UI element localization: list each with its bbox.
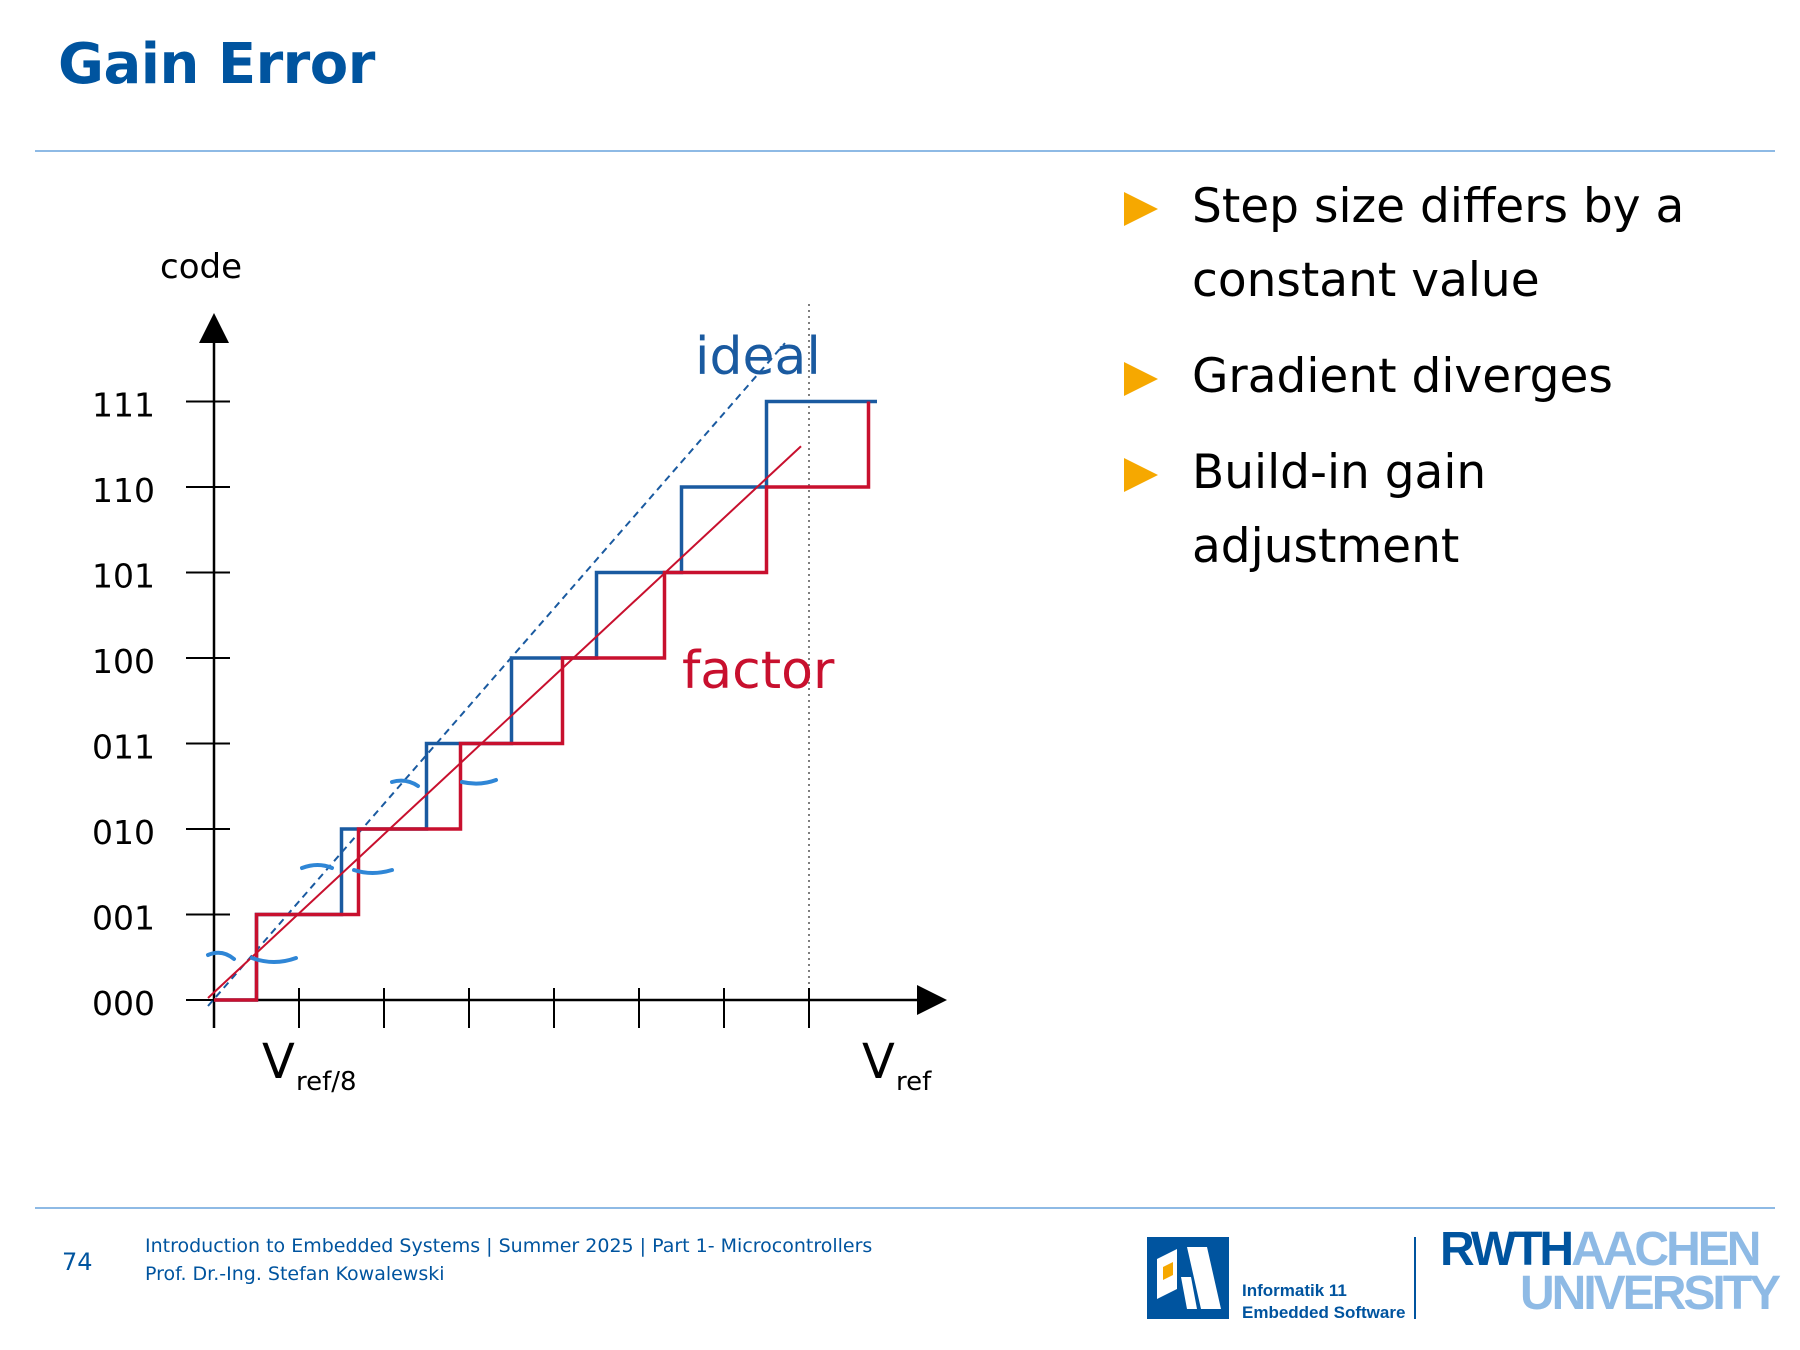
- handdrawn-annotation-icon: [250, 956, 298, 964]
- factor-staircase: [214, 401, 871, 1002]
- rwth-logo-text: RWTH: [1440, 1223, 1574, 1276]
- y-axis-label: code: [160, 247, 242, 287]
- ideal-diagonal: [207, 342, 786, 1007]
- logo-divider: [1414, 1237, 1416, 1319]
- bullet-triangle-icon: [1124, 362, 1158, 396]
- bullet-text: Step size differs by a constant value: [1192, 179, 1685, 308]
- code-label: 110: [92, 471, 155, 510]
- gain-error-diagram: 000 001 010 011 100 101 110 111 code ideal factor V…: [92, 247, 947, 1097]
- header-divider: [35, 150, 1775, 152]
- vref-subscript: ref: [896, 1067, 932, 1097]
- bullet-text: Gradient diverges: [1192, 349, 1613, 404]
- university-logo-text: UNIVERSITY: [1520, 1267, 1781, 1320]
- informatik11-name: Informatik 11: [1242, 1281, 1347, 1300]
- code-label: 101: [92, 557, 155, 596]
- handdrawn-annotation-icon: [390, 778, 420, 788]
- handdrawn-annotation-icon: [352, 868, 394, 875]
- code-label: 100: [92, 642, 155, 681]
- bullet-item: Build-in gain adjustment: [1120, 436, 1760, 584]
- informatik11-logo-icon: [1147, 1237, 1229, 1319]
- ideal-label: ideal: [695, 327, 821, 387]
- vref8-label: V: [262, 1034, 295, 1090]
- informatik11-subtitle: Embedded Software: [1242, 1303, 1406, 1322]
- aachen-logo-text: AACHEN: [1571, 1223, 1761, 1276]
- footer-divider: [35, 1207, 1775, 1209]
- bullet-item: Step size differs by a constant value: [1120, 170, 1760, 318]
- code-label: 111: [92, 386, 155, 425]
- handdrawn-annotation-icon: [460, 778, 498, 786]
- bullet-list: Step size differs by a constant value Gr…: [1120, 170, 1760, 606]
- handdrawn-annotation-icon: [300, 863, 334, 870]
- bullet-triangle-icon: [1124, 458, 1158, 492]
- bullet-triangle-icon: [1124, 192, 1158, 226]
- bullet-text: Build-in gain adjustment: [1192, 445, 1487, 574]
- bullet-item: Gradient diverges: [1120, 340, 1760, 414]
- footer-author: Prof. Dr.-Ing. Stefan Kowalewski: [145, 1263, 445, 1285]
- code-label: 001: [92, 899, 155, 938]
- vref8-subscript: ref/8: [296, 1067, 357, 1097]
- code-label: 000: [92, 984, 155, 1023]
- rwth-logo: RWTHAACHEN UNIVERSITY: [1440, 1226, 1781, 1318]
- vref-label: V: [862, 1034, 895, 1090]
- code-label: 010: [92, 813, 155, 852]
- code-label: 011: [92, 728, 155, 767]
- slide-title: Gain Error: [58, 32, 375, 97]
- footer-course: Introduction to Embedded Systems | Summe…: [145, 1235, 873, 1257]
- handdrawn-annotation-icon: [206, 950, 236, 961]
- page-number: 74: [62, 1248, 93, 1276]
- factor-diagonal: [207, 445, 802, 999]
- factor-label: factor: [682, 641, 835, 701]
